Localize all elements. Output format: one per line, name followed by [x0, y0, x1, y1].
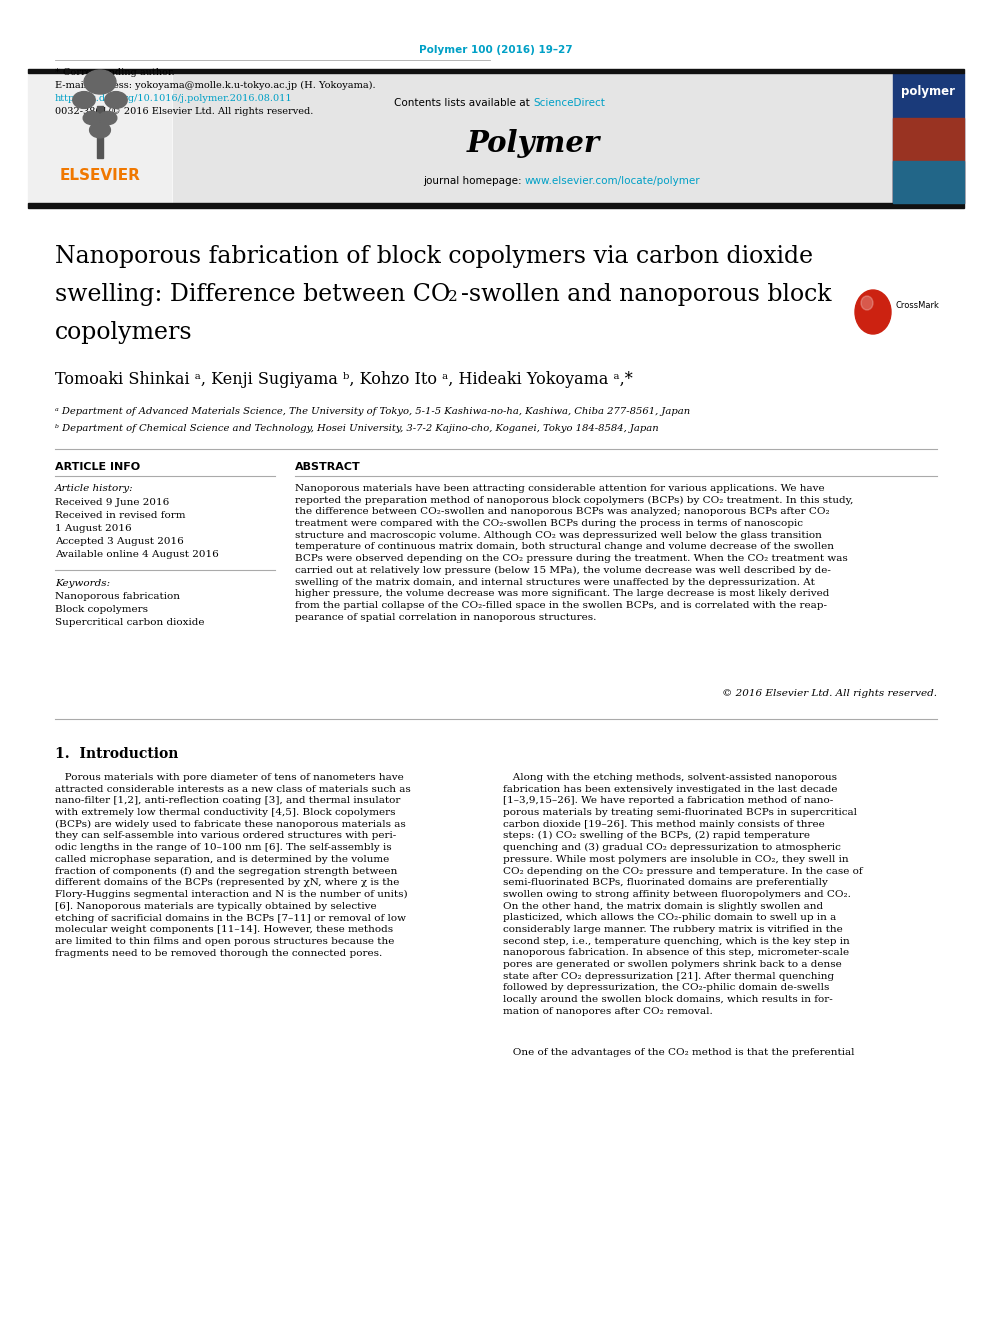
- Text: E-mail address: yokoyama@molle.k.u-tokyo.ac.jp (H. Yokoyama).: E-mail address: yokoyama@molle.k.u-tokyo…: [55, 81, 376, 90]
- Text: Keywords:: Keywords:: [55, 579, 110, 587]
- Text: ELSEVIER: ELSEVIER: [60, 168, 141, 183]
- Text: Contents lists available at: Contents lists available at: [394, 98, 533, 108]
- Ellipse shape: [861, 296, 873, 310]
- Text: journal homepage:: journal homepage:: [424, 176, 525, 187]
- Text: Available online 4 August 2016: Available online 4 August 2016: [55, 550, 219, 560]
- Ellipse shape: [72, 91, 95, 108]
- Text: * Corresponding author.: * Corresponding author.: [55, 67, 175, 77]
- Bar: [173, 74, 893, 202]
- Text: ᵇ Department of Chemical Science and Technology, Hosei University, 3-7-2 Kajino-: ᵇ Department of Chemical Science and Tec…: [55, 423, 659, 433]
- Text: ScienceDirect: ScienceDirect: [533, 98, 605, 108]
- Text: 1 August 2016: 1 August 2016: [55, 524, 132, 533]
- Text: Along with the etching methods, solvent-assisted nanoporous
fabrication has been: Along with the etching methods, solvent-…: [503, 773, 863, 1016]
- Text: Nanoporous materials have been attracting considerable attention for various app: Nanoporous materials have been attractin…: [295, 484, 853, 622]
- Text: CrossMark: CrossMark: [895, 302, 938, 311]
- Text: Porous materials with pore diameter of tens of nanometers have
attracted conside: Porous materials with pore diameter of t…: [55, 773, 411, 958]
- Text: -swollen and nanoporous block: -swollen and nanoporous block: [461, 283, 831, 306]
- Text: Tomoaki Shinkai ᵃ, Kenji Sugiyama ᵇ, Kohzo Ito ᵃ, Hideaki Yokoyama ᵃ,*: Tomoaki Shinkai ᵃ, Kenji Sugiyama ᵇ, Koh…: [55, 370, 633, 388]
- Ellipse shape: [89, 122, 110, 138]
- Bar: [28, 69, 964, 73]
- Text: ᵃ Department of Advanced Materials Science, The University of Tokyo, 5-1-5 Kashi: ᵃ Department of Advanced Materials Scien…: [55, 407, 690, 415]
- Bar: [893, 161, 964, 202]
- Text: ABSTRACT: ABSTRACT: [295, 462, 361, 472]
- Ellipse shape: [99, 111, 117, 124]
- Text: 2: 2: [448, 290, 457, 304]
- Bar: [28, 73, 171, 202]
- Ellipse shape: [83, 111, 101, 124]
- Ellipse shape: [105, 91, 127, 108]
- Text: One of the advantages of the CO₂ method is that the preferential: One of the advantages of the CO₂ method …: [503, 1048, 854, 1057]
- Text: polymer: polymer: [901, 86, 955, 98]
- Text: ARTICLE INFO: ARTICLE INFO: [55, 462, 140, 472]
- Bar: [28, 202, 964, 208]
- Ellipse shape: [84, 70, 116, 94]
- Text: Polymer 100 (2016) 19–27: Polymer 100 (2016) 19–27: [420, 45, 572, 56]
- Text: copolymers: copolymers: [55, 321, 192, 344]
- Text: Article history:: Article history:: [55, 484, 134, 493]
- Bar: [893, 73, 964, 202]
- Text: Nanoporous fabrication: Nanoporous fabrication: [55, 591, 180, 601]
- Text: Block copolymers: Block copolymers: [55, 605, 148, 614]
- Bar: [97, 106, 103, 157]
- Text: www.elsevier.com/locate/polymer: www.elsevier.com/locate/polymer: [525, 176, 700, 187]
- Bar: [893, 118, 964, 202]
- Text: Supercritical carbon dioxide: Supercritical carbon dioxide: [55, 618, 204, 627]
- Text: © 2016 Elsevier Ltd. All rights reserved.: © 2016 Elsevier Ltd. All rights reserved…: [722, 689, 937, 699]
- Text: Received 9 June 2016: Received 9 June 2016: [55, 497, 170, 507]
- Text: Nanoporous fabrication of block copolymers via carbon dioxide: Nanoporous fabrication of block copolyme…: [55, 245, 813, 269]
- Text: swelling: Difference between CO: swelling: Difference between CO: [55, 283, 450, 306]
- Text: http://dx.doi.org/10.1016/j.polymer.2016.08.011: http://dx.doi.org/10.1016/j.polymer.2016…: [55, 94, 293, 103]
- Text: Received in revised form: Received in revised form: [55, 511, 186, 520]
- Ellipse shape: [855, 290, 891, 333]
- Text: Accepted 3 August 2016: Accepted 3 August 2016: [55, 537, 184, 546]
- Text: 0032-3861/© 2016 Elsevier Ltd. All rights reserved.: 0032-3861/© 2016 Elsevier Ltd. All right…: [55, 107, 313, 116]
- Text: 1.  Introduction: 1. Introduction: [55, 747, 179, 761]
- Text: Polymer: Polymer: [466, 128, 599, 157]
